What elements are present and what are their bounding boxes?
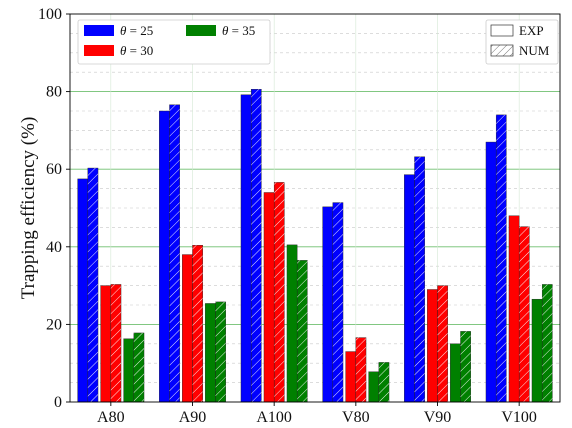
bar-exp-V90-series-2	[427, 289, 438, 403]
bar-exp-A90-series-2	[182, 254, 193, 403]
axes-layer: 0 20 40 60 80 100 A80 A90 A100 V80 V90 V100 Trapping…	[18, 6, 561, 426]
bar-exp-A80-series-1	[77, 178, 89, 403]
bar-exp-V100-series-1	[485, 141, 497, 403]
bar-num-hatch-V80-series-1	[332, 202, 344, 402]
y-axis-label: Trapping efficiency (%)	[18, 117, 39, 300]
bar-num-hatch-V90-series-2	[437, 285, 448, 402]
x-tick-label-V90: V90	[424, 409, 452, 426]
y-tick-label: 80	[46, 84, 62, 101]
x-tick-label-A90: A90	[179, 409, 207, 426]
legend-swatch-series-1	[84, 25, 114, 36]
bar-num-hatch-V100-series-1	[496, 114, 507, 402]
x-tick-label-A100: A100	[256, 409, 292, 426]
legend-label-series-3: θ = 35	[222, 23, 255, 38]
plot-frame	[69, 13, 561, 403]
y-tick-label: 100	[38, 6, 62, 23]
bar-num-hatch-A100-series-1	[251, 89, 262, 402]
bar-num-hatch-A80-series-1	[87, 168, 99, 402]
bar-num-hatch-V100-series-2	[519, 226, 530, 402]
bar-num-hatch-A80-series-2	[110, 284, 122, 402]
bar-num-hatch-A90-series-2	[192, 245, 203, 402]
legend-swatch-series-3	[186, 25, 216, 36]
x-tick-label-V100: V100	[501, 409, 537, 426]
bar-num-hatch-V90-series-1	[414, 156, 425, 402]
legend-label-series-1: θ = 25	[120, 23, 153, 38]
bar-num-hatch-V100-series-3	[542, 284, 553, 402]
bar-num-hatch-V80-series-3	[378, 362, 390, 402]
bar-exp-A100-series-2	[263, 192, 275, 403]
series-legend-box	[77, 19, 271, 65]
legend-swatch-series-2	[84, 45, 114, 56]
y-tick-label: 40	[46, 239, 62, 256]
bar-num-hatch-V90-series-3	[460, 331, 471, 402]
bar-exp-V90-series-3	[450, 343, 461, 403]
bar-num-hatch-A80-series-3	[133, 332, 145, 402]
bar-num-hatch-A100-series-3	[297, 260, 308, 402]
bar-exp-V80-series-3	[368, 371, 380, 403]
bar-exp-V100-series-3	[531, 298, 543, 403]
bar-num-hatch-A100-series-2	[274, 182, 285, 402]
y-tick-label: 0	[54, 394, 62, 411]
legend-swatch-num	[490, 44, 514, 57]
y-tick-label: 20	[46, 316, 62, 333]
bar-exp-V80-series-2	[345, 351, 357, 403]
y-tick-label: 60	[46, 161, 62, 178]
bar-exp-A80-series-2	[100, 285, 112, 403]
x-tick-label-A80: A80	[97, 409, 125, 426]
bar-exp-V80-series-1	[322, 206, 334, 403]
bar-num-hatch-V80-series-2	[355, 337, 367, 402]
legend-label-exp: EXP	[519, 23, 544, 38]
bar-exp-A90-series-1	[159, 110, 170, 403]
legend-layer: θ = 25 θ = 30 θ = 35 EXP NUM	[77, 19, 559, 65]
bar-num-hatch-A90-series-3	[215, 301, 226, 402]
bar-exp-A80-series-3	[123, 338, 135, 403]
bar-exp-V90-series-1	[404, 174, 415, 403]
bars-layer	[77, 89, 553, 403]
bar-exp-A100-series-3	[286, 244, 298, 403]
legend-swatch-exp	[490, 24, 514, 37]
x-tick-label-V80: V80	[342, 409, 370, 426]
bar-exp-A90-series-3	[205, 303, 216, 403]
bar-num-hatch-A90-series-1	[169, 104, 180, 403]
bar-exp-A100-series-1	[240, 94, 252, 403]
legend-label-num: NUM	[519, 43, 550, 58]
bar-exp-V100-series-2	[508, 215, 520, 403]
legend-label-series-2: θ = 30	[120, 43, 153, 58]
